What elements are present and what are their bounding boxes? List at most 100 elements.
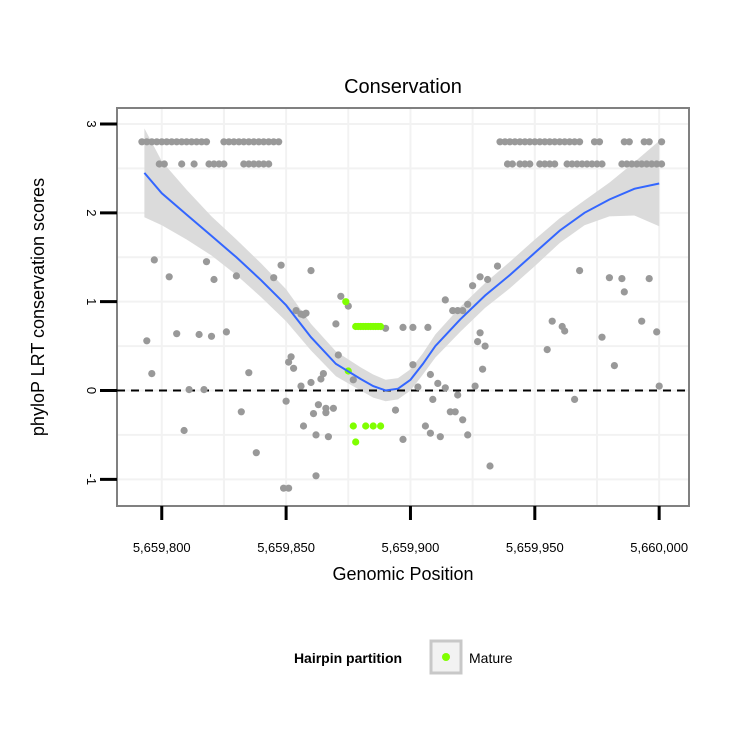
point-other bbox=[620, 288, 628, 296]
point-other bbox=[571, 138, 579, 146]
point-other bbox=[220, 138, 228, 146]
point-other bbox=[551, 138, 559, 146]
point-other bbox=[180, 426, 188, 435]
x-tick-label: 5,659,850 bbox=[257, 540, 315, 555]
point-other bbox=[658, 138, 666, 146]
legend: Hairpin partition Mature bbox=[294, 639, 513, 675]
point-other bbox=[329, 404, 337, 412]
point-other bbox=[230, 138, 238, 146]
point-mature bbox=[349, 422, 357, 430]
point-other bbox=[188, 138, 196, 146]
point-other bbox=[568, 160, 576, 168]
point-mature bbox=[369, 422, 377, 430]
point-other bbox=[195, 330, 203, 339]
x-tick-label: 5,659,900 bbox=[382, 540, 440, 555]
point-other bbox=[546, 138, 554, 146]
point-other bbox=[252, 449, 260, 457]
point-other bbox=[143, 138, 151, 146]
point-other bbox=[265, 160, 273, 168]
point-other bbox=[424, 323, 432, 331]
point-other bbox=[595, 138, 604, 146]
point-other bbox=[322, 409, 330, 417]
point-other bbox=[516, 138, 524, 146]
smooth-fit-line bbox=[143, 172, 660, 392]
point-other bbox=[454, 391, 462, 399]
point-other bbox=[409, 361, 417, 369]
point-other bbox=[511, 138, 519, 146]
point-other bbox=[290, 364, 298, 372]
point-other bbox=[237, 408, 245, 416]
point-other bbox=[270, 274, 278, 282]
point-other bbox=[451, 408, 459, 416]
point-other bbox=[165, 273, 173, 281]
point-other bbox=[561, 327, 569, 335]
point-other bbox=[232, 272, 240, 280]
point-other bbox=[469, 282, 477, 290]
point-other bbox=[155, 160, 163, 168]
point-other bbox=[324, 433, 332, 441]
point-other bbox=[202, 138, 211, 146]
point-other bbox=[270, 138, 278, 146]
point-other bbox=[240, 160, 248, 168]
point-other bbox=[479, 365, 487, 373]
point-other bbox=[526, 160, 534, 168]
legend-label-mature: Mature bbox=[469, 650, 513, 666]
point-other bbox=[638, 160, 646, 168]
point-mature bbox=[377, 422, 385, 430]
point-other bbox=[163, 138, 171, 146]
point-other bbox=[307, 378, 315, 387]
point-other bbox=[409, 323, 417, 331]
point-other bbox=[143, 337, 151, 345]
point-other bbox=[459, 307, 467, 315]
point-other bbox=[508, 160, 516, 168]
point-other bbox=[526, 138, 534, 146]
point-other bbox=[486, 462, 494, 470]
point-other bbox=[546, 160, 554, 168]
point-other bbox=[183, 138, 191, 146]
point-other bbox=[436, 433, 444, 441]
point-other bbox=[297, 382, 305, 390]
point-other bbox=[391, 406, 400, 414]
point-other bbox=[476, 273, 484, 281]
point-other bbox=[496, 138, 504, 146]
point-other bbox=[638, 317, 646, 325]
chart-title: Conservation bbox=[344, 76, 462, 98]
point-other bbox=[309, 410, 318, 418]
point-other bbox=[658, 160, 666, 168]
point-other bbox=[571, 395, 579, 403]
point-other bbox=[317, 375, 325, 383]
point-other bbox=[643, 160, 651, 168]
point-other bbox=[287, 353, 295, 361]
point-other bbox=[573, 160, 581, 168]
point-mature bbox=[352, 438, 360, 446]
point-other bbox=[576, 138, 584, 146]
point-other bbox=[655, 382, 663, 390]
point-other bbox=[516, 160, 524, 168]
legend-key-mature bbox=[442, 653, 450, 661]
point-other bbox=[202, 258, 211, 266]
point-other bbox=[454, 307, 462, 315]
point-other bbox=[307, 267, 315, 275]
point-other bbox=[250, 138, 258, 146]
point-other bbox=[556, 138, 564, 146]
point-other bbox=[543, 346, 551, 354]
point-other bbox=[493, 262, 502, 270]
point-other bbox=[153, 138, 161, 146]
x-axis-label: Genomic Position bbox=[332, 564, 473, 584]
point-other bbox=[185, 386, 193, 394]
point-other bbox=[506, 138, 514, 146]
point-other bbox=[334, 351, 342, 359]
point-other bbox=[245, 138, 253, 146]
point-other bbox=[476, 329, 484, 337]
point-other bbox=[566, 138, 574, 146]
point-other bbox=[173, 330, 181, 338]
point-other bbox=[441, 384, 449, 392]
point-other bbox=[210, 275, 218, 284]
point-other bbox=[399, 435, 407, 443]
point-other bbox=[150, 256, 158, 264]
point-other bbox=[319, 370, 327, 378]
point-other bbox=[173, 138, 181, 146]
point-other bbox=[280, 484, 288, 492]
point-other bbox=[200, 386, 208, 394]
point-other bbox=[225, 138, 233, 146]
